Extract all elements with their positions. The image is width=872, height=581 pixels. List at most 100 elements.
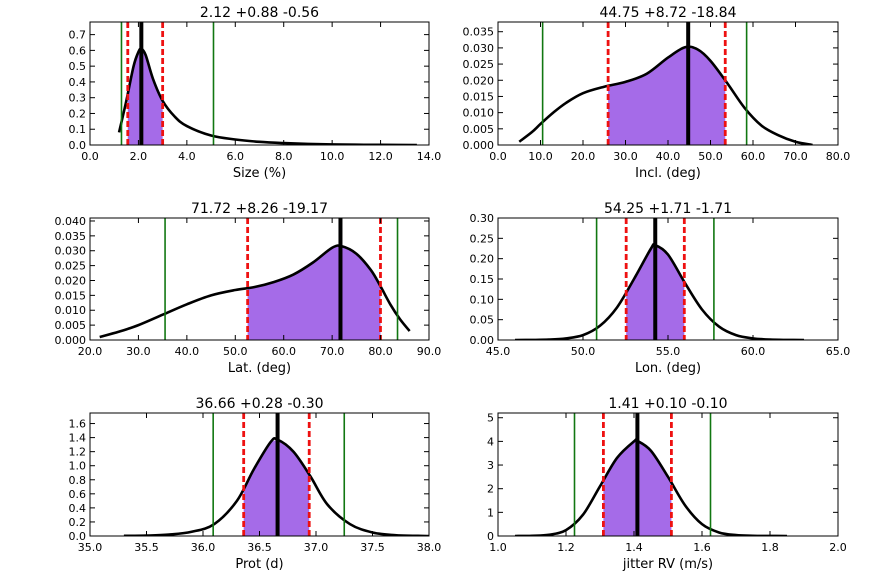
y-tick-label: 5 [487,412,494,425]
x-tick-label: 50.0 [223,345,248,358]
y-tick-label: 0.1 [69,123,87,136]
x-tick-label: 50.0 [571,345,596,358]
y-tick-label: 0.0 [69,139,87,152]
x-tick-label: 1.4 [625,541,643,554]
y-tick-label: 0.010 [55,304,87,317]
y-tick-label: 0.7 [69,29,87,42]
x-tick-label: 65.0 [826,345,851,358]
x-tick-label: 20.0 [571,150,596,163]
y-tick-label: 0.035 [55,230,87,243]
x-axis-label: Prot (d) [235,557,283,572]
y-tick-label: 0.025 [55,260,87,273]
x-tick-label: 90.0 [417,345,442,358]
y-tick-label: 4 [487,435,494,448]
y-tick-label: 0.020 [55,274,87,287]
x-tick-label: 35.5 [134,541,159,554]
x-tick-label: 0.0 [81,150,99,163]
x-tick-label: 37.5 [360,541,385,554]
axes-frame [89,217,430,341]
axes-frame [89,21,430,146]
credible-interval-fill [247,246,381,340]
x-tick-label: 60.0 [741,150,766,163]
y-tick-label: 0.035 [463,26,495,39]
x-tick-label: 40.0 [175,345,200,358]
y-tick-label: 0.6 [69,488,87,501]
posterior-panel-6: 1.0 1.2 1.4 1.6 1.8 2.0 0 1 2 3 4 5 1.41 +0.10 -0.10… [487,396,847,572]
panel-title: 71.72 +8.26 -19.17 [191,201,328,217]
y-tick-label: 0.2 [69,516,87,529]
y-tick-label: 0.020 [463,74,495,87]
x-tick-label: 50.0 [698,150,723,163]
y-tick-label: 0.030 [55,245,87,258]
y-tick-label: 0.20 [470,253,495,266]
y-tick-label: 1.2 [69,446,87,459]
y-tick-label: 0.25 [470,232,495,245]
x-tick-label: 10.0 [320,150,345,163]
y-tick-label: 0.040 [55,215,87,228]
y-tick-label: 0.015 [55,289,87,302]
panel-title: 1.41 +0.10 -0.10 [608,396,727,412]
y-tick-label: 0.005 [55,319,87,332]
y-tick-label: 0.4 [69,502,87,515]
axes-frame [497,412,839,537]
y-tick-label: 0.8 [69,474,87,487]
y-tick-label: 0.05 [470,314,495,327]
posterior-density-curve [518,45,813,145]
x-tick-label: 10.0 [528,150,553,163]
x-tick-label: 1.8 [761,541,779,554]
panel-title: 36.66 +0.28 -0.30 [195,396,323,412]
x-tick-label: 12.0 [368,150,393,163]
x-tick-label: 80.0 [826,150,851,163]
x-axis-label: Incl. (deg) [635,166,701,181]
y-tick-label: 0.025 [463,58,495,71]
x-tick-label: 6.0 [227,150,245,163]
x-axis-label: jitter RV (m/s) [622,557,713,572]
x-tick-label: 38.0 [417,541,442,554]
x-tick-label: 20.0 [78,345,103,358]
x-tick-label: 4.0 [178,150,196,163]
x-tick-label: 36.5 [247,541,272,554]
y-tick-label: 0 [487,530,494,543]
x-tick-label: 60.0 [271,345,296,358]
x-tick-label: 0.0 [489,150,507,163]
y-tick-label: 1.4 [69,432,87,445]
x-tick-label: 1.6 [693,541,711,554]
y-tick-label: 0.15 [470,273,495,286]
x-axis-label: Size (%) [233,166,286,181]
y-tick-label: 0.005 [463,123,495,136]
x-tick-label: 45.0 [486,345,511,358]
panel-title: 54.25 +1.71 -1.71 [604,201,732,217]
y-tick-label: 0.010 [463,107,495,120]
y-tick-label: 0.3 [69,92,87,105]
posterior-panel-1: 0.0 2.0 4.0 6.0 8.0 10.0 12.0 14.0 0.0 0.1 0.2 0.3 0… [69,5,442,181]
posterior-panel-3: 20.0 30.0 40.0 50.0 60.0 70.0 80.0 90.0 0.000 0.0… [55,201,442,376]
posterior-panel-2: 0.0 10.0 20.0 30.0 40.0 50.0 60.0 70.0 80.0 0.000… [463,5,851,181]
x-tick-label: 35.0 [78,541,103,554]
y-tick-label: 0.000 [55,334,87,347]
y-tick-label: 3 [487,459,494,472]
x-tick-label: 30.0 [126,345,151,358]
x-axis-label: Lat. (deg) [228,361,291,376]
x-axis-label: Lon. (deg) [635,361,701,376]
y-tick-label: 0.4 [69,76,87,89]
posterior-panel-5: 35.0 35.5 36.0 36.5 37.0 37.5 38.0 0.00.20.40.6… [69,396,442,572]
x-tick-label: 80.0 [368,345,393,358]
x-tick-label: 60.0 [741,345,766,358]
y-tick-label: 0.6 [69,44,87,57]
x-tick-label: 40.0 [656,150,681,163]
posterior-panel-4: 45.0 50.0 55.0 60.0 65.0 0.00 0.05 0.10 0.15 0.20… [470,201,851,376]
y-tick-label: 2 [487,483,494,496]
y-tick-label: 0.30 [470,212,495,225]
x-tick-label: 70.0 [320,345,345,358]
y-tick-label: 0.0 [69,530,87,543]
credible-interval-fill [127,49,163,145]
y-tick-label: 0.00 [470,334,495,347]
x-tick-label: 37.0 [304,541,329,554]
credible-interval-fill [608,47,726,145]
y-tick-label: 0.5 [69,60,87,73]
y-tick-label: 0.030 [463,42,495,55]
panel-title: 44.75 +8.72 -18.84 [599,5,736,21]
x-tick-label: 30.0 [613,150,638,163]
x-tick-label: 70.0 [783,150,808,163]
